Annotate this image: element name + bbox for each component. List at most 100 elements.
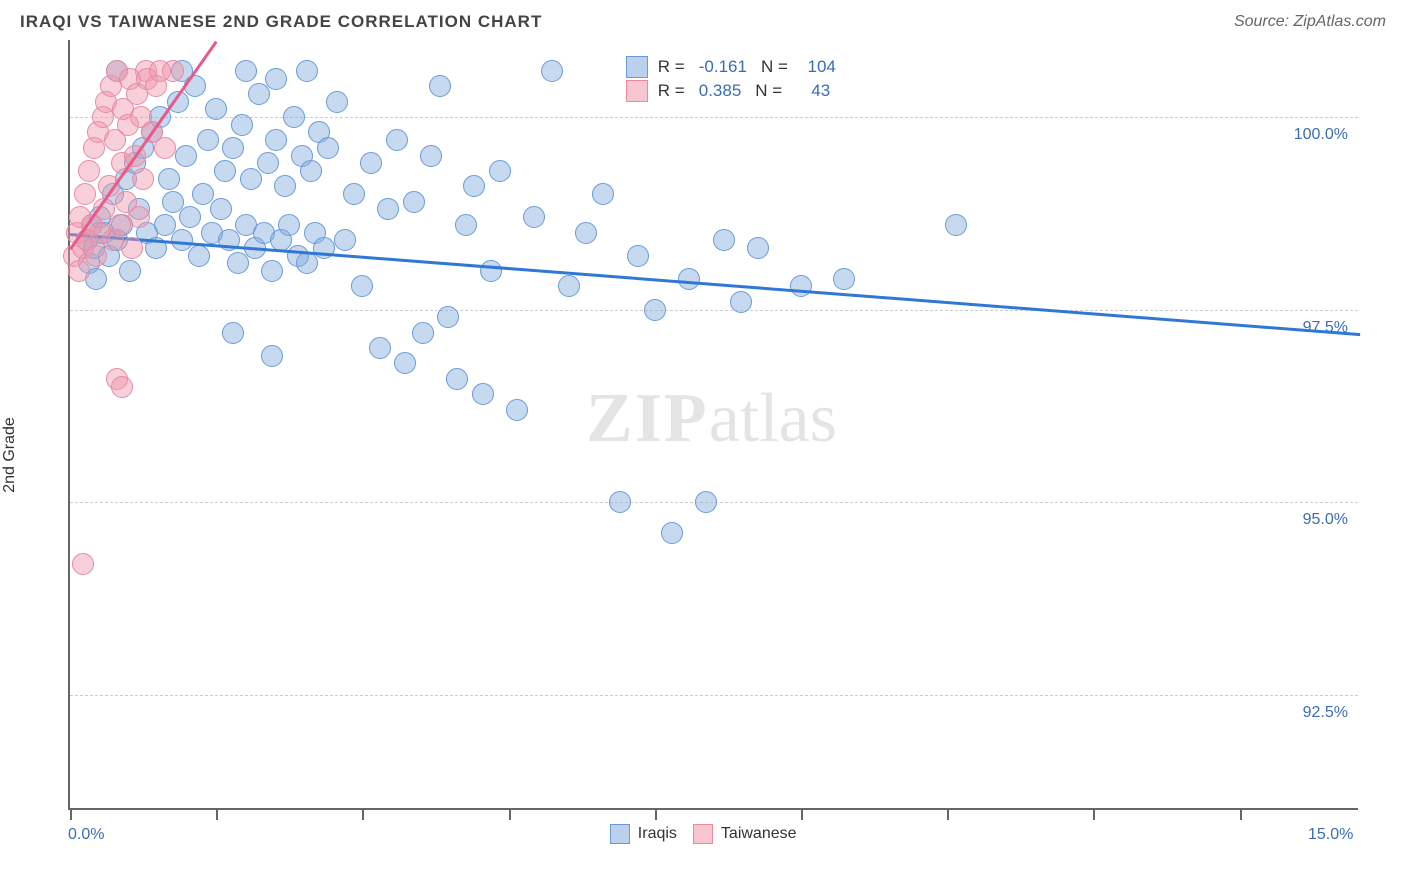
scatter-point <box>72 553 94 575</box>
scatter-point <box>394 352 416 374</box>
scatter-point <box>369 337 391 359</box>
gridline <box>70 695 1358 696</box>
scatter-point <box>274 175 296 197</box>
x-tick <box>216 810 218 820</box>
scatter-point <box>74 183 96 205</box>
corr-n-label: N = <box>761 57 788 77</box>
x-tick <box>362 810 364 820</box>
scatter-point <box>377 198 399 220</box>
x-tick <box>70 810 72 820</box>
legend-swatch <box>626 80 648 102</box>
scatter-point <box>437 306 459 328</box>
scatter-point <box>403 191 425 213</box>
scatter-point <box>446 368 468 390</box>
scatter-point <box>227 252 249 274</box>
source-prefix: Source: <box>1234 13 1294 30</box>
source-name: ZipAtlas.com <box>1294 13 1386 30</box>
scatter-point <box>231 114 253 136</box>
correlation-row: R = -0.161 N = 104 <box>626 56 840 78</box>
scatter-point <box>278 214 300 236</box>
corr-r-value: -0.161 <box>699 57 747 77</box>
scatter-point <box>351 275 373 297</box>
scatter-point <box>179 206 201 228</box>
scatter-point <box>265 68 287 90</box>
scatter-point <box>214 160 236 182</box>
scatter-point <box>111 376 133 398</box>
scatter-point <box>661 522 683 544</box>
scatter-point <box>128 206 150 228</box>
scatter-point <box>85 245 107 267</box>
legend-item: Taiwanese <box>693 824 797 844</box>
legend-swatch <box>626 56 648 78</box>
scatter-point <box>609 491 631 513</box>
scatter-point <box>386 129 408 151</box>
scatter-point <box>257 152 279 174</box>
scatter-point <box>235 60 257 82</box>
scatter-point <box>248 83 270 105</box>
scatter-point <box>188 245 210 267</box>
corr-r-label: R = <box>658 57 685 77</box>
scatter-point <box>592 183 614 205</box>
scatter-point <box>121 237 143 259</box>
scatter-point <box>175 145 197 167</box>
scatter-point <box>326 91 348 113</box>
plot-area: 92.5%95.0%97.5%100.0%ZIPatlasR =-0.161N … <box>68 40 1358 810</box>
scatter-point <box>261 345 283 367</box>
y-tick-label: 92.5% <box>1303 704 1348 722</box>
scatter-point <box>541 60 563 82</box>
scatter-point <box>713 229 735 251</box>
scatter-point <box>210 198 232 220</box>
scatter-point <box>455 214 477 236</box>
scatter-point <box>747 237 769 259</box>
x-tick <box>801 810 803 820</box>
corr-n-value: 104 <box>802 57 836 77</box>
scatter-point <box>644 299 666 321</box>
scatter-point <box>833 268 855 290</box>
scatter-point <box>420 145 442 167</box>
scatter-point <box>68 260 90 282</box>
scatter-point <box>119 260 141 282</box>
scatter-point <box>261 260 283 282</box>
gridline <box>70 310 1358 311</box>
scatter-point <box>296 60 318 82</box>
scatter-point <box>412 322 434 344</box>
chart-title: IRAQI VS TAIWANESE 2ND GRADE CORRELATION… <box>20 12 542 32</box>
corr-r-label: R = <box>658 81 685 101</box>
x-max-label: 15.0% <box>1308 826 1353 844</box>
scatter-point <box>205 98 227 120</box>
scatter-point <box>78 160 100 182</box>
scatter-point <box>265 129 287 151</box>
legend-swatch <box>610 824 630 844</box>
scatter-point <box>678 268 700 290</box>
y-axis-label: 2nd Grade <box>1 417 19 493</box>
chart-header: IRAQI VS TAIWANESE 2ND GRADE CORRELATION… <box>0 0 1406 40</box>
x-tick <box>509 810 511 820</box>
scatter-point <box>343 183 365 205</box>
scatter-point <box>296 252 318 274</box>
x-min-label: 0.0% <box>68 826 104 844</box>
scatter-point <box>158 168 180 190</box>
scatter-point <box>489 160 511 182</box>
chart-source: Source: ZipAtlas.com <box>1234 13 1386 31</box>
scatter-point <box>472 383 494 405</box>
x-tick <box>1093 810 1095 820</box>
scatter-point <box>523 206 545 228</box>
scatter-point <box>627 245 649 267</box>
legend-swatch <box>693 824 713 844</box>
scatter-point <box>945 214 967 236</box>
watermark: ZIPatlas <box>586 379 837 459</box>
scatter-point <box>429 75 451 97</box>
chart-container: 2nd Grade 92.5%95.0%97.5%100.0%ZIPatlasR… <box>20 40 1386 870</box>
y-tick-label: 95.0% <box>1303 511 1348 529</box>
legend-label: Taiwanese <box>721 825 797 843</box>
scatter-point <box>154 137 176 159</box>
scatter-point <box>222 137 244 159</box>
scatter-point <box>575 222 597 244</box>
scatter-point <box>506 399 528 421</box>
scatter-point <box>300 160 322 182</box>
gridline <box>70 117 1358 118</box>
scatter-point <box>197 129 219 151</box>
scatter-point <box>695 491 717 513</box>
y-tick-label: 100.0% <box>1294 126 1348 144</box>
scatter-point <box>240 168 262 190</box>
